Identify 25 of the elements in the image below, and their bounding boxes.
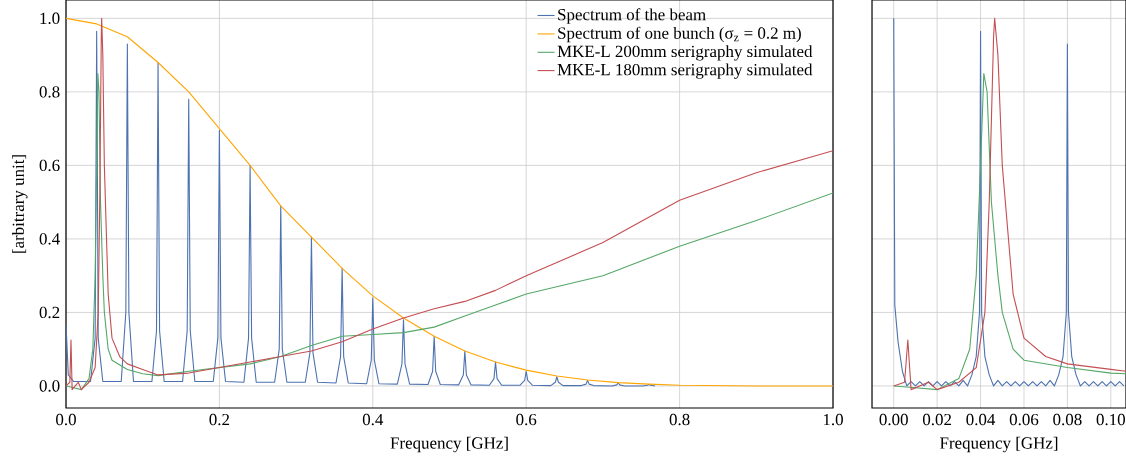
- y-tick-label: 1.0: [40, 12, 60, 25]
- x-tick-label: 0.8: [669, 413, 690, 426]
- legend-label: Spectrum of one bunch (σ$_{z}$ = 0.2 m): [558, 26, 801, 43]
- legend-label: MKE-L 180mm serigraphy simulated: [557, 63, 813, 79]
- y-tick-label: 0.6: [39, 159, 60, 172]
- x-tick-label: 0.2: [209, 413, 230, 426]
- y-tick-label: 0.4: [39, 233, 60, 245]
- y-tick-label: 0.2: [39, 306, 60, 319]
- x-axis-title: Frequency [GHz]: [390, 436, 508, 453]
- y-tick-label: 0.0: [39, 380, 60, 392]
- x-tick-label: 0.04: [966, 413, 996, 426]
- x-tick-label: 0.08: [1053, 413, 1082, 426]
- x-tick-label: 0.00: [879, 413, 908, 426]
- legend-label: MKE-L 200mm serigraphy simulated: [557, 45, 813, 61]
- x-tick-label: 1.0: [823, 413, 843, 426]
- x-tick-label: 0.02: [922, 413, 952, 426]
- y-axis-title: [arbitrary unit]: [12, 155, 28, 253]
- x-tick-label: 0.10: [1096, 413, 1125, 426]
- x-axis-title: Frequency [GHz]: [940, 436, 1058, 453]
- x-tick-label: 0.4: [362, 413, 384, 426]
- y-tick-label: 0.8: [39, 86, 60, 98]
- x-tick-label: 0.6: [516, 413, 537, 426]
- legend-label: Spectrum of the beam: [558, 8, 706, 24]
- x-tick-label: 0.06: [1009, 413, 1039, 426]
- x-tick-label: 0.0: [56, 413, 76, 426]
